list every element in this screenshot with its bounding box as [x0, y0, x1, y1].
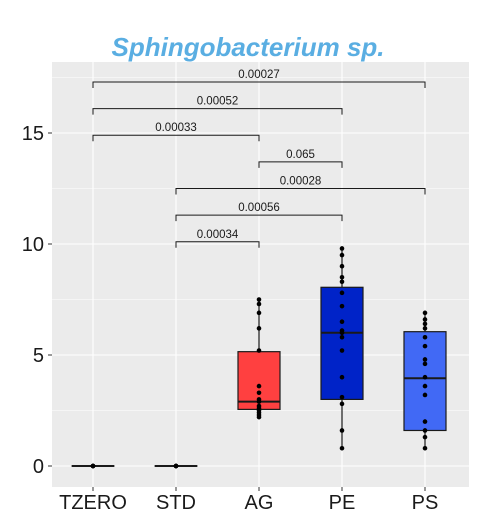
data-point — [339, 279, 345, 285]
data-point — [422, 343, 428, 349]
p-value-label: 0.065 — [286, 149, 315, 161]
comparison-bracket — [92, 108, 343, 115]
p-value-label: 0.00034 — [197, 229, 239, 241]
data-point — [422, 357, 428, 362]
data-point — [339, 319, 345, 325]
p-value-label: 0.00033 — [155, 122, 197, 134]
data-point — [422, 317, 428, 322]
data-point — [256, 301, 262, 307]
comparison-bracket — [258, 161, 343, 168]
comparison-bracket — [92, 134, 260, 142]
comparison-bracket — [175, 214, 343, 222]
y-axis: 0 5 10 15 — [22, 123, 52, 478]
comparison-bracket — [175, 188, 426, 195]
data-point — [422, 374, 428, 380]
data-point — [256, 326, 262, 331]
data-point — [339, 328, 345, 333]
data-point — [339, 374, 345, 380]
data-point — [422, 445, 428, 451]
comparison-bracket — [92, 81, 426, 88]
data-point — [90, 463, 96, 469]
data-point — [339, 246, 345, 251]
data-point — [339, 394, 345, 400]
data-point — [256, 348, 262, 353]
data-point — [339, 334, 345, 340]
y-tick-label: 5 — [33, 345, 44, 367]
data-point — [256, 310, 262, 316]
data-point — [339, 348, 345, 353]
data-point — [422, 392, 428, 398]
data-point — [422, 434, 428, 440]
data-point — [422, 419, 428, 424]
p-value-label: 0.00056 — [238, 202, 280, 214]
p-value-label: 0.00052 — [197, 96, 239, 108]
x-tick-label: PE — [329, 492, 356, 514]
data-point — [339, 275, 345, 280]
p-value-label: 0.00028 — [280, 176, 322, 188]
data-point — [422, 326, 428, 331]
data-point — [339, 263, 345, 269]
x-tick-label: PS — [412, 492, 439, 514]
data-point — [339, 401, 345, 407]
comparison-bracket — [175, 241, 260, 248]
x-tick-label: TZERO — [59, 492, 127, 514]
data-point — [339, 303, 345, 309]
data-point — [256, 403, 262, 409]
data-point — [339, 290, 345, 296]
y-tick-label: 10 — [22, 234, 44, 256]
data-point — [256, 390, 262, 396]
data-point — [339, 445, 345, 451]
data-point — [339, 428, 345, 433]
data-point — [256, 397, 262, 402]
data-points — [90, 246, 428, 469]
y-tick-label: 15 — [22, 123, 44, 145]
data-point — [422, 428, 428, 433]
data-point — [422, 310, 428, 316]
x-tick-label: AG — [245, 492, 274, 514]
comparison-brackets: 0.00027 0.00052 0.00033 0.065 0.00028 0.00056… — [92, 69, 426, 248]
x-axis: TZERO STD AG PE PS — [59, 487, 438, 514]
data-point — [173, 463, 179, 469]
data-point — [422, 361, 428, 367]
x-tick-label: STD — [156, 492, 196, 514]
y-tick-label: 0 — [33, 456, 44, 478]
data-point — [256, 383, 262, 389]
p-value-label: 0.00027 — [238, 69, 280, 81]
chart-title: Sphingobacterium sp. — [111, 32, 384, 62]
data-point — [422, 383, 428, 389]
data-point — [339, 252, 345, 258]
data-point — [256, 297, 262, 302]
data-point — [422, 321, 428, 327]
data-point — [422, 334, 428, 340]
